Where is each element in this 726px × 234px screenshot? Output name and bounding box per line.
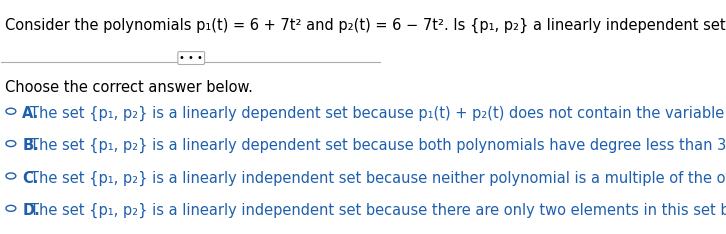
Text: Choose the correct answer below.: Choose the correct answer below. (5, 80, 253, 95)
Text: The set {p₁, p₂} is a linearly independent set because neither polynomial is a m: The set {p₁, p₂} is a linearly independe… (30, 171, 726, 186)
Text: A.: A. (23, 106, 39, 121)
Text: The set {p₁, p₂} is a linearly dependent set because both polynomials have degre: The set {p₁, p₂} is a linearly dependent… (30, 138, 726, 154)
Text: C.: C. (23, 171, 38, 186)
Text: • • •: • • • (179, 53, 203, 63)
Text: B.: B. (23, 138, 39, 153)
Text: Consider the polynomials p₁(t) = 6 + 7t² and p₂(t) = 6 − 7t². Is {p₁, p₂} a line: Consider the polynomials p₁(t) = 6 + 7t²… (5, 18, 726, 33)
Text: D.: D. (23, 203, 40, 218)
Text: The set {p₁, p₂} is a linearly dependent set because p₁(t) + p₂(t) does not cont: The set {p₁, p₂} is a linearly dependent… (30, 106, 726, 121)
Text: The set {p₁, p₂} is a linearly independent set because there are only two elemen: The set {p₁, p₂} is a linearly independe… (30, 203, 726, 218)
